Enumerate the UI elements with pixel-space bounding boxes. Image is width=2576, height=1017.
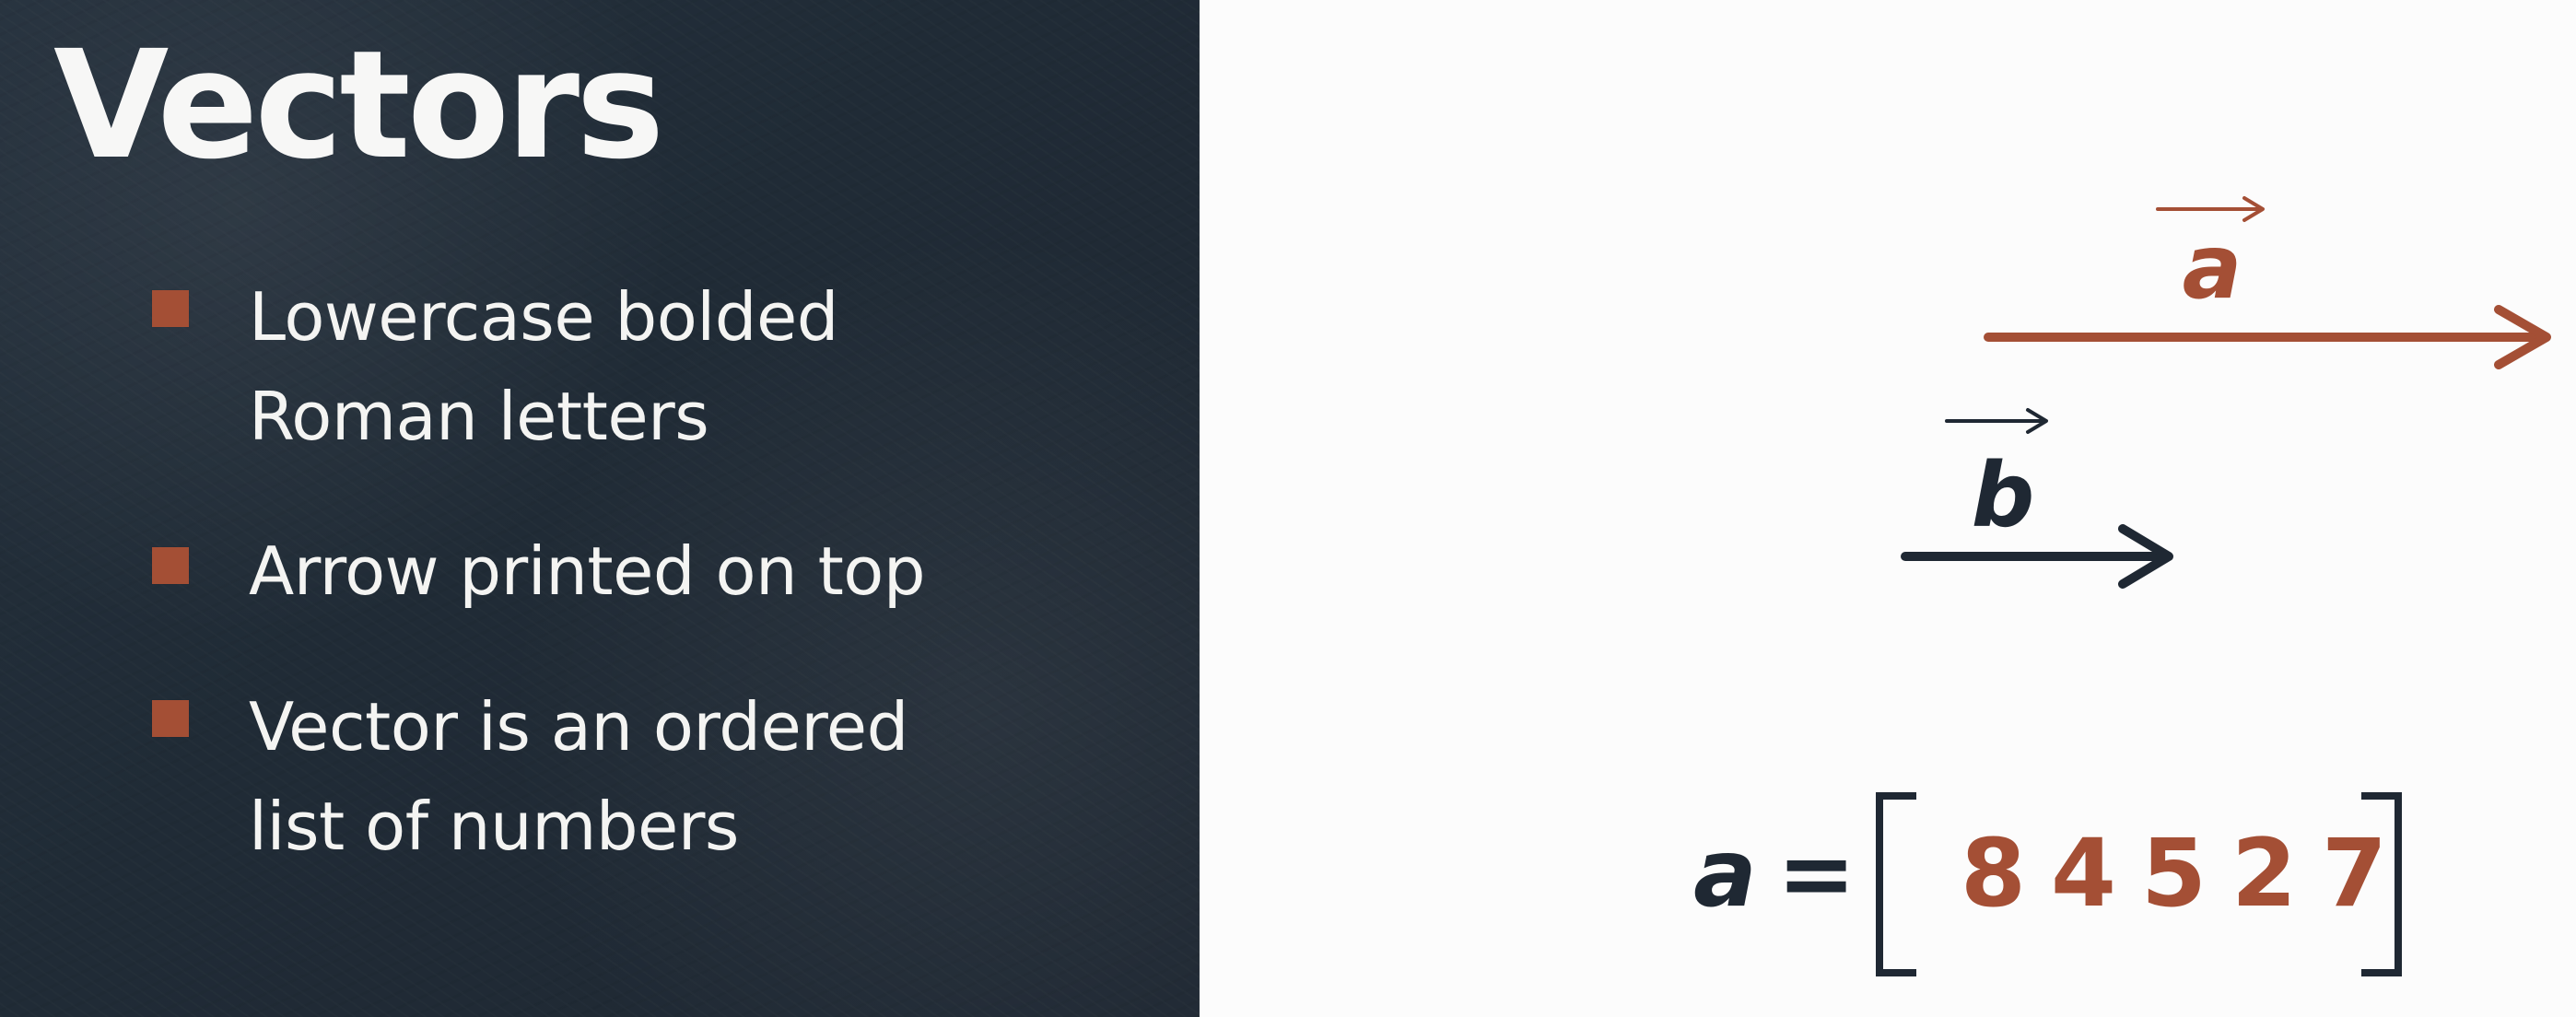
bullet-marker-1 [152,290,189,327]
vector-value-3: 5 [2140,819,2207,929]
vector-b-main-head [2118,524,2173,589]
slide-title: Vectors [53,19,664,193]
vector-value-4: 2 [2231,819,2297,929]
equation-variable: a [1693,819,1757,929]
vector-b-top-arrow-head [2026,408,2048,434]
right-bracket [2361,792,2402,976]
vector-a-main-head [2494,305,2551,369]
bullet-text-2: Arrow printed on top [249,521,1060,621]
vector-b-label: b [1971,444,2035,547]
vector-values: 8 4 5 2 7 [1961,819,2387,929]
bullet-list: Lowercase bolded Roman letters Arrow pri… [0,0,1200,1017]
equation-lhs: a = [1693,827,1856,921]
bullet-3-line-1: Vector is an ordered [249,688,908,766]
bullet-marker-2 [152,547,189,584]
bullet-text-3: Vector is an ordered list of numbers [249,677,1060,876]
bullet-1-line-1: Lowercase bolded [249,278,838,356]
vector-a-top-arrow-head [2242,196,2265,222]
equation-equals: = [1776,819,1856,929]
vector-value-5: 7 [2321,819,2387,929]
left-panel: Vectors Lowercase bolded Roman letters A… [0,0,1200,1017]
vector-value-2: 4 [2050,819,2116,929]
vector-value-1: 8 [1961,819,2026,929]
bullet-marker-3 [152,700,189,737]
vector-illustration: a b a = 8 4 5 2 7 [1200,0,2576,1017]
vector-arrows [1901,196,2551,589]
bullet-3-line-2: list of numbers [249,788,739,865]
bullet-text-1: Lowercase bolded Roman letters [249,267,1060,466]
vector-a-label: a [2182,216,2242,319]
bullet-2-line-1: Arrow printed on top [249,532,926,610]
bullet-1-line-2: Roman letters [249,378,709,455]
left-bracket [1876,792,1916,976]
vector-equation: a = 8 4 5 2 7 [1200,0,2576,1017]
